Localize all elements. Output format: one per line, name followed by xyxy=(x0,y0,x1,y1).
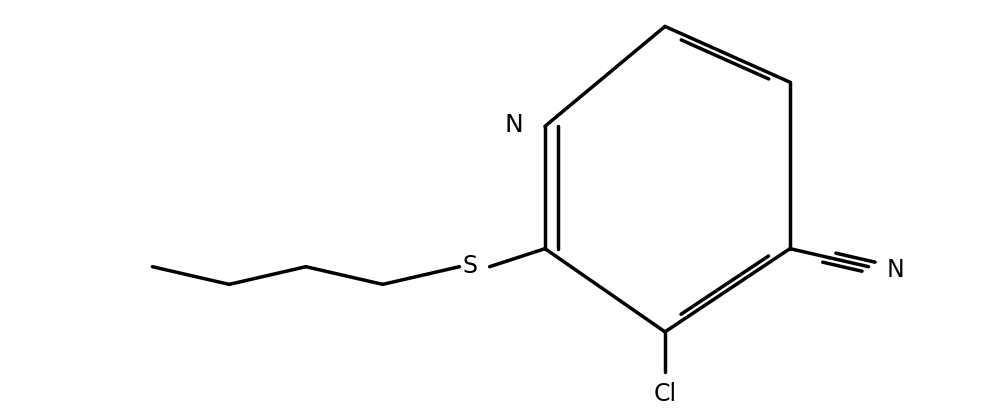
Text: N: N xyxy=(505,113,523,137)
Text: Cl: Cl xyxy=(654,381,677,405)
Text: S: S xyxy=(462,254,477,278)
Text: N: N xyxy=(887,257,904,281)
